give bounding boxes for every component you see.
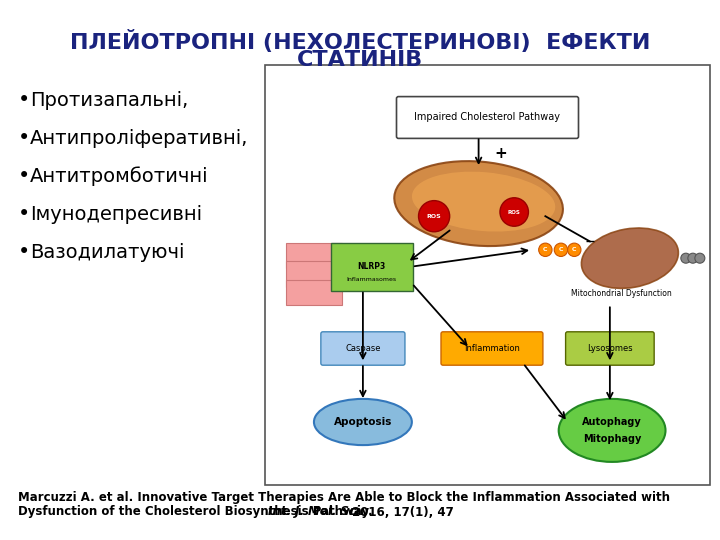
Ellipse shape — [559, 399, 665, 462]
FancyBboxPatch shape — [441, 332, 543, 365]
Text: ROS: ROS — [427, 214, 441, 219]
Text: •: • — [18, 128, 30, 148]
Text: •: • — [18, 204, 30, 224]
Text: Caspase: Caspase — [345, 344, 381, 353]
FancyBboxPatch shape — [321, 332, 405, 365]
Text: Dysfunction of the Cholesterol Biosynthesis Pathway.: Dysfunction of the Cholesterol Biosynthe… — [18, 505, 377, 518]
Ellipse shape — [395, 161, 563, 246]
Circle shape — [688, 253, 698, 263]
Circle shape — [554, 243, 567, 256]
Text: Вазодилатуючі: Вазодилатуючі — [30, 242, 184, 261]
Text: •: • — [18, 242, 30, 262]
Text: Mitophagy: Mitophagy — [583, 434, 642, 444]
Text: Autophagy: Autophagy — [582, 417, 642, 427]
Text: Імунодепресивні: Імунодепресивні — [30, 205, 202, 224]
Circle shape — [567, 243, 581, 256]
Text: NLRP3: NLRP3 — [358, 262, 386, 271]
Ellipse shape — [582, 228, 678, 288]
Text: Impaired Cholesterol Pathway: Impaired Cholesterol Pathway — [415, 112, 560, 123]
Text: Int. J. Mol. Sci.: Int. J. Mol. Sci. — [268, 505, 364, 518]
Text: Apoptosis: Apoptosis — [333, 417, 392, 427]
Ellipse shape — [314, 399, 412, 445]
Text: C: C — [543, 247, 548, 252]
Ellipse shape — [412, 172, 555, 232]
Text: C: C — [559, 247, 563, 252]
Text: •: • — [18, 90, 30, 110]
Text: Inflammasomes: Inflammasomes — [347, 276, 397, 282]
Text: Антипроліферативні,: Антипроліферативні, — [30, 129, 248, 147]
FancyBboxPatch shape — [287, 280, 342, 306]
Text: +: + — [495, 146, 507, 161]
Text: 2016, 17(1), 47: 2016, 17(1), 47 — [348, 505, 454, 518]
FancyBboxPatch shape — [566, 332, 654, 365]
Circle shape — [681, 253, 691, 263]
Text: Marcuzzi A. et al. Innovative Target Therapies Are Able to Block the Inflammatio: Marcuzzi A. et al. Innovative Target The… — [18, 491, 670, 504]
FancyBboxPatch shape — [397, 97, 578, 138]
Circle shape — [418, 201, 450, 232]
Text: ROS: ROS — [508, 210, 521, 214]
FancyBboxPatch shape — [287, 261, 342, 287]
Text: Lysosomes: Lysosomes — [587, 344, 633, 353]
FancyBboxPatch shape — [287, 242, 342, 268]
Text: ПЛЕЙОТРОПНІ (НЕХОЛЕСТЕРИНОВІ)  ЕФЕКТИ: ПЛЕЙОТРОПНІ (НЕХОЛЕСТЕРИНОВІ) ЕФЕКТИ — [70, 30, 650, 53]
Circle shape — [695, 253, 705, 263]
FancyBboxPatch shape — [330, 242, 413, 291]
Text: C: C — [572, 247, 577, 252]
Text: Протизапальні,: Протизапальні, — [30, 91, 188, 110]
Text: СТАТИНІВ: СТАТИНІВ — [297, 50, 423, 70]
Text: Mitochondrial Dysfunction: Mitochondrial Dysfunction — [571, 289, 671, 299]
Bar — [265, 65, 710, 485]
Text: •: • — [18, 166, 30, 186]
Circle shape — [500, 198, 528, 226]
Circle shape — [539, 243, 552, 256]
Text: Антитромботичні: Антитромботичні — [30, 166, 209, 186]
Text: Inflammation: Inflammation — [464, 344, 520, 353]
